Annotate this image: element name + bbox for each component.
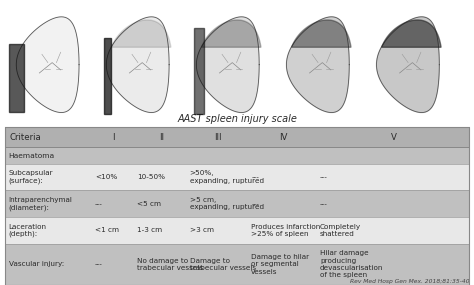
- Bar: [5, 190, 469, 217]
- Polygon shape: [106, 17, 169, 113]
- Text: Hilar damage
producing
devascularisation
of the spleen: Hilar damage producing devascularisation…: [320, 251, 383, 278]
- Text: ---: ---: [251, 201, 259, 207]
- Polygon shape: [382, 20, 441, 47]
- Polygon shape: [9, 44, 24, 112]
- Polygon shape: [111, 20, 171, 47]
- Text: Damage to
trabecular vessels: Damage to trabecular vessels: [190, 258, 256, 271]
- Text: Laceration
(depth):: Laceration (depth):: [9, 223, 46, 237]
- Text: V: V: [391, 133, 396, 142]
- Text: Haematoma: Haematoma: [9, 152, 55, 158]
- Text: IV: IV: [279, 133, 287, 142]
- Bar: [5, 244, 469, 285]
- Text: ---: ---: [251, 174, 259, 180]
- Text: No damage to
trabecular vessels: No damage to trabecular vessels: [137, 258, 204, 271]
- Polygon shape: [104, 38, 111, 114]
- Text: ---: ---: [320, 174, 328, 180]
- Text: Damage to hilar
or segmental
vessels: Damage to hilar or segmental vessels: [251, 254, 310, 275]
- Text: 1-3 cm: 1-3 cm: [137, 227, 163, 233]
- Text: Subcapsular
(surface):: Subcapsular (surface):: [9, 170, 53, 184]
- Text: I: I: [112, 133, 115, 142]
- Bar: [5, 127, 469, 147]
- Text: <1 cm: <1 cm: [95, 227, 119, 233]
- Polygon shape: [194, 28, 204, 114]
- Text: Rev Med Hosp Gen Mex. 2018;81:35-40: Rev Med Hosp Gen Mex. 2018;81:35-40: [350, 279, 469, 284]
- Text: II: II: [159, 133, 164, 142]
- Text: >50%,
expanding, ruptured: >50%, expanding, ruptured: [190, 170, 264, 184]
- Text: ---: ---: [95, 201, 103, 207]
- Polygon shape: [201, 20, 261, 47]
- Text: 10-50%: 10-50%: [137, 174, 165, 180]
- Text: III: III: [214, 133, 222, 142]
- Polygon shape: [376, 17, 439, 113]
- Text: AAST spleen injury scale: AAST spleen injury scale: [177, 114, 297, 124]
- Text: <10%: <10%: [95, 174, 117, 180]
- Text: >3 cm: >3 cm: [190, 227, 214, 233]
- Bar: [5, 217, 469, 244]
- Bar: [5, 147, 469, 164]
- Text: Produces infarction
>25% of spleen: Produces infarction >25% of spleen: [251, 224, 320, 237]
- Bar: [5, 164, 469, 190]
- Text: ---: ---: [95, 261, 103, 267]
- Text: <5 cm: <5 cm: [137, 201, 162, 207]
- Text: Completely
shattered: Completely shattered: [320, 224, 361, 237]
- Text: Intraparenchymal
(diameter):: Intraparenchymal (diameter):: [9, 197, 73, 211]
- Polygon shape: [286, 17, 349, 113]
- Text: Criteria: Criteria: [9, 133, 41, 142]
- Polygon shape: [196, 17, 259, 113]
- Text: >5 cm,
expanding, ruptured: >5 cm, expanding, ruptured: [190, 197, 264, 210]
- Polygon shape: [16, 17, 79, 113]
- Text: Vascular injury:: Vascular injury:: [9, 261, 64, 267]
- Polygon shape: [292, 20, 351, 47]
- Text: ---: ---: [320, 201, 328, 207]
